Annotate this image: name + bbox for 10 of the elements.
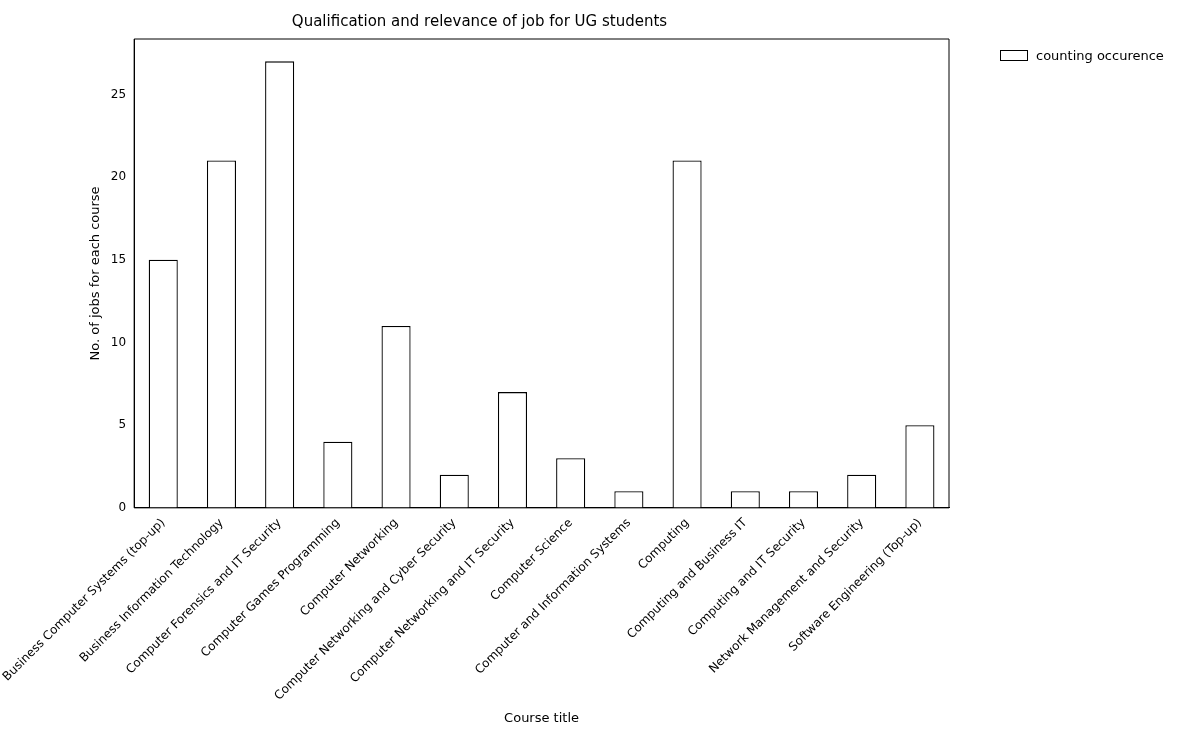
y-tick-label: 20 [110, 169, 127, 184]
y-tick-label: 5 [118, 417, 127, 432]
y-tick-label: 15 [110, 251, 127, 266]
text: counting occurence [1036, 48, 1164, 63]
chart-title: Qualification and relevance of job for UG students [291, 11, 668, 30]
y-tick-label: 25 [110, 86, 127, 101]
x-axis-title: Course title [504, 709, 580, 725]
y-axis-title: No. of jobs for each course [87, 186, 103, 361]
y-tick-label: 0 [118, 499, 127, 514]
y-tick-label: 10 [110, 334, 127, 349]
